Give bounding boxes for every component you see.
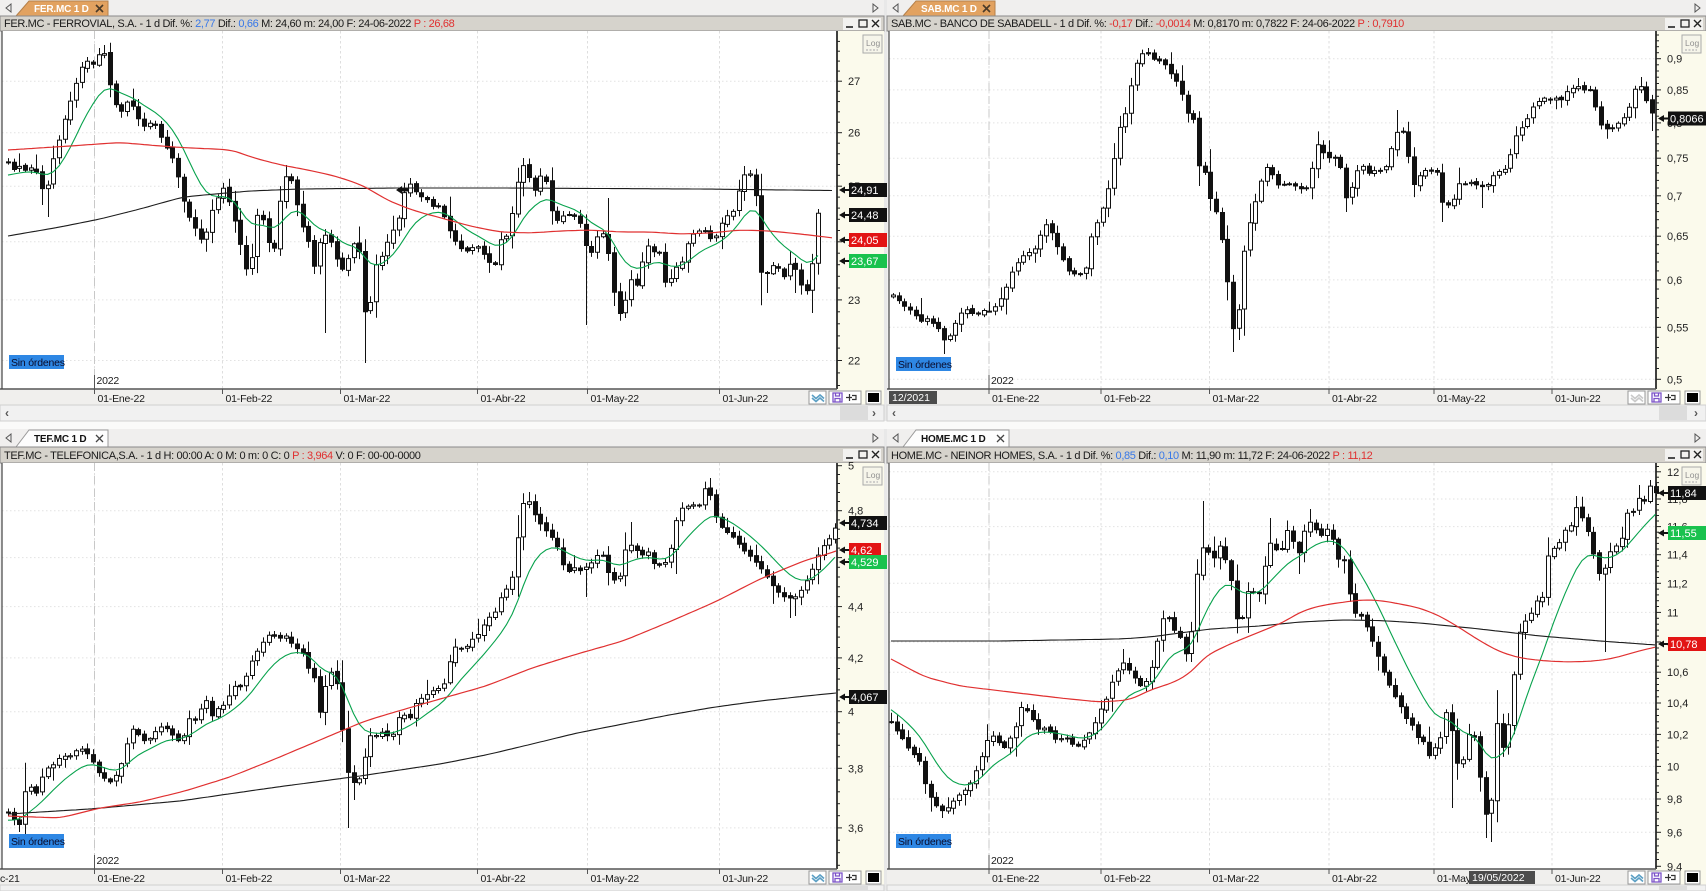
svg-text:4,529: 4,529 (851, 557, 879, 569)
svg-text:01-Mar-22: 01-Mar-22 (344, 873, 391, 885)
svg-text:4,734: 4,734 (851, 518, 879, 530)
svg-text:12: 12 (1667, 467, 1679, 479)
svg-text:01-Ene-22: 01-Ene-22 (992, 873, 1040, 885)
svg-text:4,62: 4,62 (851, 545, 872, 557)
svg-text:01-Ene-22: 01-Ene-22 (98, 873, 146, 885)
svg-text:01-May-22: 01-May-22 (591, 873, 640, 885)
svg-text:SAB.MC 1 D: SAB.MC 1 D (921, 4, 977, 15)
svg-text:01-Abr-22: 01-Abr-22 (481, 393, 526, 405)
svg-text:22: 22 (848, 356, 860, 368)
svg-text:23,67: 23,67 (851, 256, 879, 268)
svg-text:Sin órdenes: Sin órdenes (898, 359, 952, 371)
svg-text:4,4: 4,4 (848, 602, 863, 614)
svg-text:01-Feb-22: 01-Feb-22 (226, 873, 273, 885)
svg-text:0,55: 0,55 (1667, 322, 1688, 334)
svg-text:10,78: 10,78 (1670, 639, 1698, 651)
svg-text:24,48: 24,48 (851, 210, 879, 222)
svg-text:Log: Log (866, 38, 880, 48)
svg-text:0,85: 0,85 (1667, 85, 1688, 97)
svg-text:01-Ene-22: 01-Ene-22 (98, 393, 146, 405)
svg-text:Sin órdenes: Sin órdenes (11, 357, 65, 369)
svg-text:01-Feb-22: 01-Feb-22 (226, 393, 273, 405)
svg-text:2022: 2022 (97, 375, 120, 387)
svg-text:01-Jun-22: 01-Jun-22 (723, 393, 769, 405)
svg-text:10,4: 10,4 (1667, 698, 1688, 710)
svg-text:24,91: 24,91 (851, 185, 879, 197)
svg-text:0,65: 0,65 (1667, 231, 1688, 243)
svg-text:TEF.MC - TELEFONICA,S.A. - 1: TEF.MC - TELEFONICA,S.A. - 1 d H: 00:00 … (4, 450, 421, 462)
svg-text:TEF.MC 1 D: TEF.MC 1 D (34, 434, 86, 445)
svg-text:2022: 2022 (991, 855, 1014, 867)
svg-text:9,4: 9,4 (1667, 861, 1682, 873)
svg-text:01-May-22: 01-May-22 (1437, 393, 1486, 405)
svg-text:4,2: 4,2 (848, 653, 863, 665)
svg-text:11,4: 11,4 (1667, 550, 1688, 562)
svg-text:5: 5 (848, 461, 854, 473)
svg-text:Log: Log (1685, 38, 1699, 48)
svg-text:01-Jun-22: 01-Jun-22 (1555, 393, 1601, 405)
svg-text:9,8: 9,8 (1667, 794, 1682, 806)
svg-text:01-Feb-22: 01-Feb-22 (1104, 873, 1151, 885)
svg-text:›: › (872, 886, 876, 891)
svg-text:10: 10 (1667, 761, 1679, 773)
svg-text:FER.MC - FERROVIAL, S.A. - 1: FER.MC - FERROVIAL, S.A. - 1 d Dif. %: 2… (4, 18, 455, 30)
svg-text:11,55: 11,55 (1670, 528, 1697, 540)
svg-text:4,8: 4,8 (848, 506, 863, 518)
svg-text:27: 27 (848, 76, 860, 88)
svg-text:01-Ene-22: 01-Ene-22 (992, 393, 1040, 405)
svg-text:0,75: 0,75 (1667, 153, 1688, 165)
svg-text:HOME.MC - NEINOR HOMES, S.A. -: HOME.MC - NEINOR HOMES, S.A. - 1 d Dif. … (891, 450, 1373, 462)
svg-text:›: › (872, 406, 876, 420)
svg-text:‹: ‹ (5, 406, 9, 420)
svg-text:c-21: c-21 (0, 873, 20, 885)
svg-text:01-Abr-22: 01-Abr-22 (481, 873, 526, 885)
svg-text:0,5: 0,5 (1667, 374, 1682, 386)
svg-text:‹: ‹ (892, 886, 896, 891)
svg-text:01-Abr-22: 01-Abr-22 (1332, 393, 1377, 405)
svg-text:0,7: 0,7 (1667, 191, 1682, 203)
svg-text:Sin órdenes: Sin órdenes (898, 836, 952, 848)
svg-text:HOME.MC 1 D: HOME.MC 1 D (921, 434, 985, 445)
svg-text:9,6: 9,6 (1667, 827, 1682, 839)
svg-text:FER.MC 1 D: FER.MC 1 D (34, 4, 89, 15)
svg-text:11: 11 (1667, 607, 1678, 619)
svg-text:0,9: 0,9 (1667, 54, 1682, 66)
svg-text:01-May-22: 01-May-22 (591, 393, 640, 405)
svg-text:3,8: 3,8 (848, 763, 863, 775)
svg-text:‹: ‹ (5, 886, 9, 891)
svg-text:0,6: 0,6 (1667, 275, 1682, 287)
svg-text:4: 4 (848, 707, 854, 719)
svg-text:01-Abr-22: 01-Abr-22 (1332, 873, 1377, 885)
svg-text:11,84: 11,84 (1670, 488, 1697, 500)
svg-text:4,067: 4,067 (851, 692, 879, 704)
svg-text:›: › (1694, 406, 1698, 420)
svg-text:26: 26 (848, 128, 860, 140)
svg-text:›: › (1694, 886, 1698, 891)
svg-text:01-Mar-22: 01-Mar-22 (1213, 393, 1260, 405)
svg-text:3,6: 3,6 (848, 823, 863, 835)
svg-text:10,6: 10,6 (1667, 667, 1688, 679)
svg-text:‹: ‹ (892, 406, 896, 420)
svg-text:SAB.MC - BANCO DE SABADELL -: SAB.MC - BANCO DE SABADELL - 1 d Dif. %:… (891, 18, 1404, 30)
svg-text:19/05/2022: 19/05/2022 (1472, 872, 1525, 884)
svg-text:12/2021: 12/2021 (892, 392, 930, 404)
svg-text:24,05: 24,05 (851, 235, 879, 247)
svg-text:2022: 2022 (97, 855, 120, 867)
svg-text:23: 23 (848, 295, 860, 307)
svg-text:01-Feb-22: 01-Feb-22 (1104, 393, 1151, 405)
svg-text:Log: Log (866, 470, 880, 480)
svg-text:01-Mar-22: 01-Mar-22 (344, 393, 391, 405)
svg-text:Sin órdenes: Sin órdenes (11, 836, 65, 848)
svg-text:0,8066: 0,8066 (1670, 114, 1704, 126)
svg-text:01-Jun-22: 01-Jun-22 (723, 873, 769, 885)
svg-text:11,2: 11,2 (1667, 578, 1688, 590)
svg-text:01-Mar-22: 01-Mar-22 (1213, 873, 1260, 885)
svg-text:Log: Log (1685, 470, 1699, 480)
svg-text:10,2: 10,2 (1667, 729, 1688, 741)
svg-text:2022: 2022 (991, 375, 1014, 387)
svg-text:01-Jun-22: 01-Jun-22 (1555, 873, 1601, 885)
